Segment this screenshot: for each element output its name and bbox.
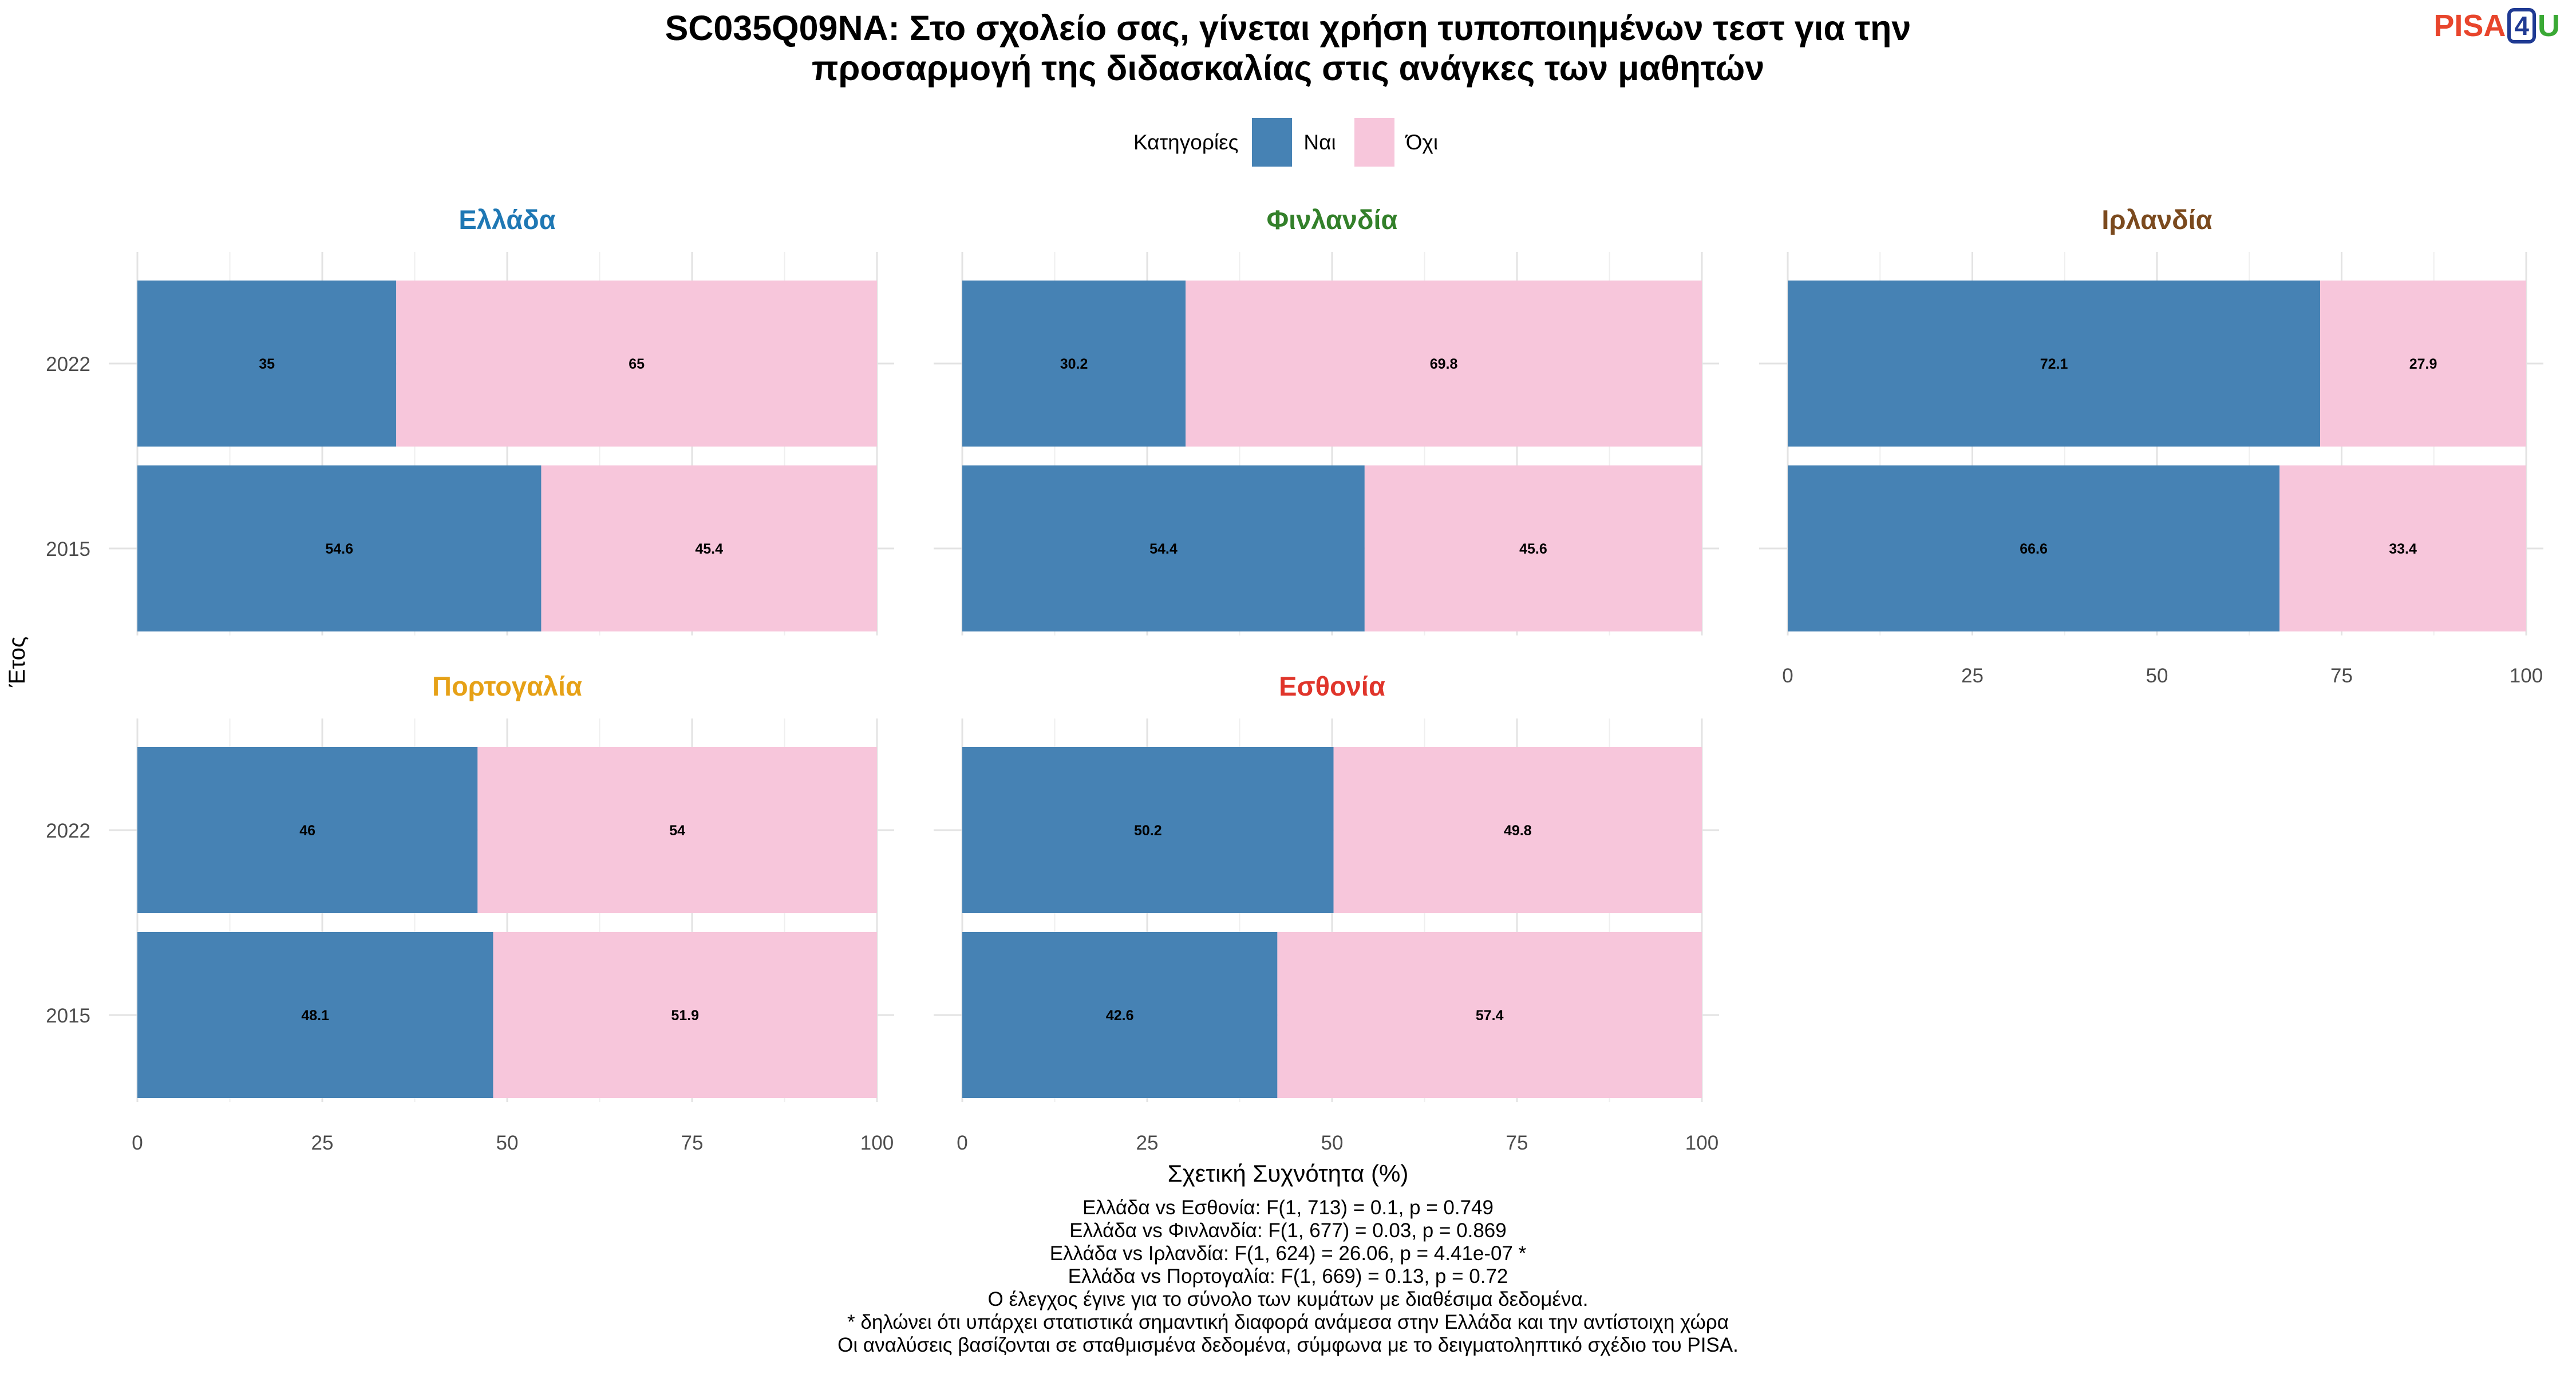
x-tick-label: 100 (2510, 665, 2543, 687)
footer-notes: Ελλάδα vs Εσθονία: F(1, 713) = 0.1, p = … (0, 1197, 2576, 1357)
chart-title-line-1: SC035Q09NA: Στο σχολείο σας, γίνεται χρή… (665, 9, 1911, 48)
x-tick-label: 75 (2330, 665, 2353, 687)
panel-5: Εσθονία 50.2 49.8 42.6 57.4 0 25 50 75 100 (934, 671, 1719, 1154)
bar-value-label: 30.2 (1060, 356, 1088, 372)
chart-title-line-2: προσαρμογή της διδασκαλίας στις ανάγκες … (811, 49, 1765, 88)
x-tick-label: 50 (1321, 1132, 1344, 1154)
bar-value-label: 69.8 (1430, 356, 1458, 372)
logo-text-4: 4 (2507, 8, 2536, 44)
bar-value-label: 45.4 (695, 541, 723, 557)
bar-value-label: 27.9 (2409, 356, 2437, 372)
bar-no (1277, 932, 1702, 1098)
bar-value-label: 57.4 (1476, 1008, 1504, 1024)
footer-line: Οι αναλύσεις βασίζονται σε σταθμισμένα δ… (837, 1334, 1739, 1356)
panel-1: Ελλάδα 35 65 54.6 45.4 2022 2015 (46, 204, 894, 635)
x-tick-label: 75 (1506, 1132, 1528, 1154)
y-tick-label: 2022 (46, 820, 90, 842)
bar-value-label: 54.4 (1149, 541, 1178, 557)
bar-value-label: 66.6 (2020, 541, 2048, 557)
bar-no (1186, 281, 1702, 447)
panel-title: Φινλανδία (1267, 204, 1398, 235)
legend-key-yes (1252, 118, 1293, 167)
bar-yes (962, 747, 1334, 913)
x-tick-label: 0 (957, 1132, 967, 1154)
legend-key-no (1354, 118, 1394, 167)
bar-yes (137, 465, 542, 631)
bar-no (1333, 747, 1702, 913)
bar-yes (137, 281, 397, 447)
legend: Κατηγορίες Ναι Όχι (0, 118, 2576, 167)
bar-value-label: 65 (629, 356, 645, 372)
x-tick-label: 100 (1685, 1132, 1718, 1154)
x-tick-label: 75 (681, 1132, 704, 1154)
bar-no (2279, 465, 2526, 631)
bar-yes (962, 281, 1186, 447)
bar-yes (962, 932, 1278, 1098)
bar-value-label: 33.4 (2389, 541, 2417, 557)
legend-label-no: Όχι (1405, 130, 1439, 154)
panel-title: Ιρλανδία (2101, 204, 2212, 235)
bar-no (396, 281, 877, 447)
bar-value-label: 51.9 (671, 1008, 699, 1024)
legend-label-yes: Ναι (1303, 130, 1336, 154)
bar-yes (1788, 465, 2280, 631)
x-tick-label: 0 (132, 1132, 143, 1154)
x-tick-label: 25 (1961, 665, 1984, 687)
y-tick-label: 2022 (46, 353, 90, 376)
bar-value-label: 45.6 (1519, 541, 1547, 557)
panel-3: Ιρλανδία 72.1 27.9 66.6 33.4 0 25 50 75 100 (1759, 204, 2543, 687)
bar-value-label: 50.2 (1134, 823, 1162, 839)
bar-value-label: 54.6 (325, 541, 353, 557)
bar-value-label: 48.1 (301, 1008, 329, 1024)
pisa4u-logo: PISA 4 U (2433, 8, 2560, 44)
bar-yes (962, 465, 1365, 631)
bar-no (1364, 465, 1702, 631)
footer-line: Ελλάδα vs Πορτογαλία: F(1, 669) = 0.13, … (1068, 1265, 1508, 1288)
logo-text-u: U (2538, 9, 2560, 43)
footer-line: Ελλάδα vs Εσθονία: F(1, 713) = 0.1, p = … (1082, 1197, 1494, 1219)
x-axis-label: Σχετική Συχνότητα (%) (1167, 1160, 1409, 1187)
logo-text-pisa: PISA (2433, 9, 2506, 43)
footer-line: Ελλάδα vs Ιρλανδία: F(1, 624) = 26.06, p… (1049, 1242, 1527, 1265)
x-tick-label: 0 (1782, 665, 1793, 687)
x-tick-label: 25 (311, 1132, 334, 1154)
footer-line: * δηλώνει ότι υπάρχει στατιστικά σημαντι… (847, 1311, 1729, 1333)
y-tick-label: 2015 (46, 1005, 90, 1027)
bar-yes (1788, 281, 2321, 447)
x-tick-label: 100 (860, 1132, 894, 1154)
y-tick-label: 2015 (46, 538, 90, 560)
bar-value-label: 42.6 (1106, 1008, 1134, 1024)
panel-title: Ελλάδα (459, 204, 555, 235)
bar-no (2320, 281, 2526, 447)
x-tick-label: 50 (2146, 665, 2168, 687)
bar-value-label: 54 (669, 823, 685, 839)
footer-line: Ελλάδα vs Φινλανδία: F(1, 677) = 0.03, p… (1069, 1219, 1507, 1242)
bar-no (493, 932, 877, 1098)
bar-value-label: 49.8 (1504, 823, 1532, 839)
bar-no (541, 465, 877, 631)
footer-line: Ο έλεγχος έγινε για το σύνολο των κυμάτω… (987, 1288, 1589, 1310)
bar-yes (137, 747, 478, 913)
panel-2: Φινλανδία 30.2 69.8 54.4 45.6 (934, 204, 1719, 635)
bar-no (477, 747, 877, 913)
panel-title: Εσθονία (1279, 671, 1385, 701)
x-tick-label: 25 (1136, 1132, 1159, 1154)
bar-value-label: 46 (299, 823, 315, 839)
panel-4: Πορτογαλία 46 54 48.1 51.9 2022 2015 0 25 50 75 100 (46, 671, 894, 1154)
bar-yes (137, 932, 493, 1098)
x-tick-label: 50 (496, 1132, 519, 1154)
bar-value-label: 72.1 (2040, 356, 2068, 372)
legend-title: Κατηγορίες (1133, 130, 1239, 154)
bar-value-label: 35 (259, 356, 275, 372)
panel-title: Πορτογαλία (432, 671, 582, 701)
